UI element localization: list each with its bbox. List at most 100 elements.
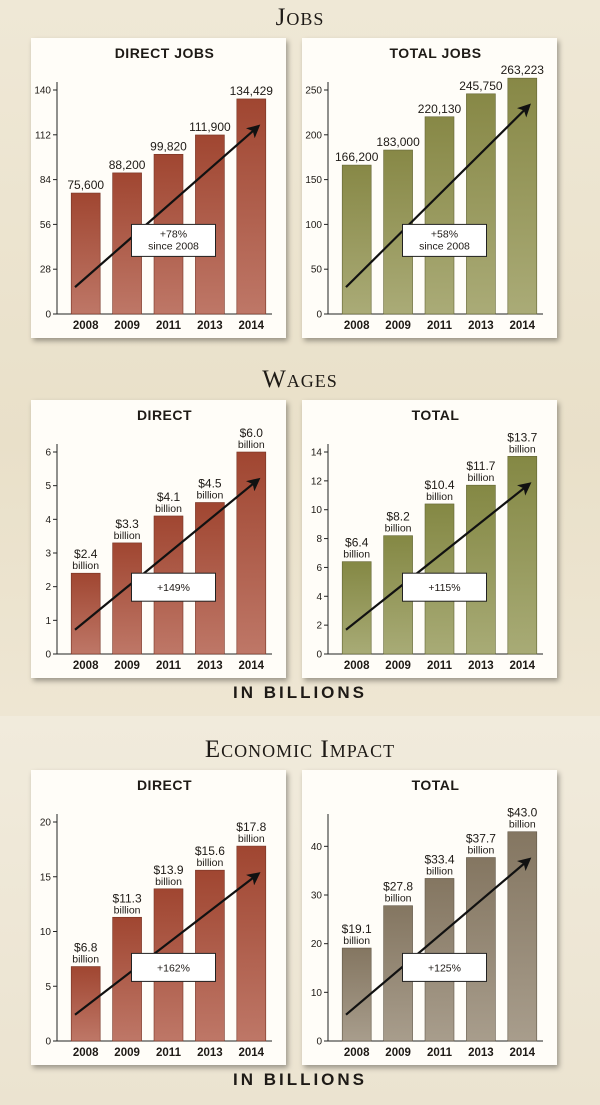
x-tick-label: 2011 — [156, 320, 182, 332]
bar-value-label: billion — [72, 560, 99, 572]
bar-value-label: billion — [509, 443, 536, 455]
bar-value-label: billion — [385, 523, 412, 535]
y-tick-label: 20 — [311, 939, 323, 950]
x-tick-label: 2011 — [156, 660, 182, 672]
bar-2009 — [383, 149, 413, 315]
bar-value-label: 111,900 — [189, 120, 231, 134]
bar-value-label: billion — [509, 819, 536, 831]
direct-jobs-chart-panel: DIRECT JOBS 0 28 56 84 112 140 75,600 2008 88,200… — [31, 38, 286, 338]
impact-section-title: Economic Impact — [204, 736, 396, 763]
x-tick-label: 2013 — [468, 660, 494, 672]
y-tick-label: 5 — [45, 481, 51, 492]
x-tick-label: 2013 — [468, 1047, 494, 1059]
bar-value-label: billion — [114, 530, 141, 542]
y-tick-label: 14 — [311, 448, 323, 459]
y-tick-label: 140 — [34, 86, 51, 97]
bar-value-label: billion — [467, 472, 494, 484]
bar-value-label: billion — [426, 865, 453, 877]
x-tick-label: 2013 — [197, 320, 223, 332]
bar-value-label: $15.6 — [195, 844, 225, 858]
bar-value-label: 183,000 — [376, 135, 420, 149]
y-tick-label: 20 — [40, 818, 52, 829]
bar-value-label: billion — [238, 439, 265, 451]
bar-value-label: $4.1 — [157, 490, 181, 504]
total-wages-chart: TOTAL02468101214$6.4billion2008$8.2billi… — [311, 407, 543, 672]
growth-annotation-box — [402, 223, 487, 257]
y-tick-label: 4 — [316, 592, 322, 603]
chart-title: TOTAL — [412, 777, 460, 793]
x-tick-label: 2011 — [427, 320, 453, 332]
bar-value-label: $2.4 — [74, 547, 98, 561]
x-tick-label: 2008 — [344, 1047, 370, 1059]
bar-2008 — [341, 561, 372, 655]
bar-2013 — [466, 93, 496, 315]
growth-annotation-text: since 2008 — [148, 240, 199, 252]
y-tick-label: 0 — [316, 310, 322, 321]
bar-value-label: billion — [426, 491, 453, 503]
bar-2011 — [424, 116, 455, 315]
x-tick-label: 2009 — [385, 320, 411, 332]
growth-annotation-box — [131, 952, 216, 982]
total-wages-chart-panel: TOTAL 0 2 4 6 8 10 12 14 $6.4 billion 2008 $8.2 billi… — [302, 400, 557, 678]
chart-title: DIRECT — [137, 407, 192, 423]
growth-annotation-text: +115% — [428, 582, 460, 594]
x-tick-label: 2009 — [114, 320, 140, 332]
x-tick-label: 2013 — [468, 320, 494, 332]
bar-2008 — [341, 947, 372, 1042]
bar-2014 — [236, 845, 267, 1042]
chart-title: TOTAL JOBS — [389, 45, 481, 61]
bar-value-label: $10.4 — [424, 478, 454, 492]
direct-impact-chart-panel: DIRECT 0 5 10 15 20 $6.8 billion 2008 $11.3 billio… — [31, 770, 286, 1065]
bar-value-label: 220,130 — [418, 102, 462, 116]
wages-section-title: Wages — [262, 366, 338, 393]
trend-arrow — [345, 103, 531, 288]
bar-value-label: $8.2 — [386, 510, 410, 524]
y-tick-label: 28 — [40, 265, 52, 276]
y-tick-label: 1 — [45, 616, 51, 627]
impact-unit-label: IN BILLIONS — [232, 1070, 368, 1089]
x-tick-label: 2014 — [239, 320, 265, 332]
y-tick-label: 200 — [305, 130, 322, 141]
x-tick-label: 2008 — [344, 320, 370, 332]
bar-value-label: billion — [155, 503, 182, 515]
y-tick-label: 40 — [311, 842, 323, 853]
bar-value-label: billion — [343, 549, 370, 561]
x-tick-label: 2014 — [510, 1047, 536, 1059]
x-tick-label: 2013 — [197, 660, 223, 672]
y-tick-label: 150 — [305, 175, 322, 186]
x-tick-label: 2013 — [197, 1047, 223, 1059]
bar-2014 — [236, 451, 267, 655]
bar-value-label: 75,600 — [67, 178, 104, 192]
bar-value-label: $13.9 — [153, 863, 183, 877]
y-tick-label: 0 — [316, 1037, 322, 1048]
y-tick-label: 10 — [40, 927, 52, 938]
bar-2009 — [112, 916, 142, 1042]
x-tick-label: 2011 — [427, 1047, 453, 1059]
bar-2008 — [70, 966, 101, 1042]
direct-wages-chart-panel: DIRECT 0 1 2 3 4 5 6 $2.4 billion 2008 $3.3 billion 2… — [31, 400, 286, 678]
bar-value-label: billion — [196, 490, 223, 502]
trend-arrow — [345, 857, 532, 1016]
direct-impact-chart: DIRECT05101520$6.8billion2008$11.3billio… — [40, 777, 272, 1059]
growth-annotation-text: +58% — [431, 228, 458, 240]
y-tick-label: 30 — [311, 891, 323, 902]
bar-value-label: $11.3 — [113, 891, 142, 905]
bar-value-label: $43.0 — [507, 806, 537, 820]
growth-annotation-text: +78% — [160, 228, 187, 240]
chart-title: TOTAL — [412, 407, 460, 423]
x-tick-label: 2008 — [344, 660, 370, 672]
x-tick-label: 2014 — [510, 320, 536, 332]
bar-value-label: $6.8 — [74, 941, 98, 955]
bar-value-label: $19.1 — [342, 922, 372, 936]
y-tick-label: 2 — [45, 582, 51, 593]
x-tick-label: 2008 — [73, 660, 99, 672]
bar-value-label: 99,820 — [150, 139, 187, 153]
total-impact-chart: TOTAL010203040$19.1billion2008$27.8billi… — [311, 777, 543, 1059]
bar-value-label: billion — [467, 845, 494, 857]
bar-value-label: $27.8 — [383, 880, 413, 894]
total-jobs-chart-panel: TOTAL JOBS 0 50 100 150 200 250 166,200 2008 183,… — [302, 38, 557, 338]
bar-value-label: billion — [72, 954, 99, 966]
bar-value-label: billion — [385, 893, 412, 905]
bar-value-label: $17.8 — [236, 820, 266, 834]
x-tick-label: 2009 — [114, 660, 140, 672]
